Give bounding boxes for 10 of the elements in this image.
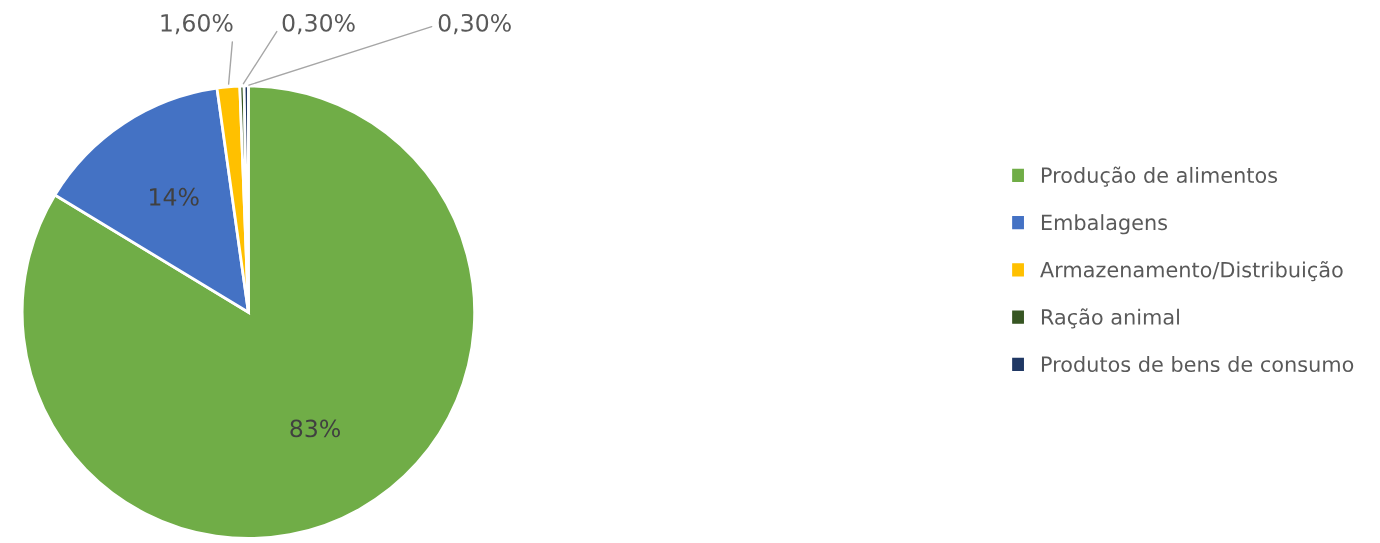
data-label: 0,30% (282, 13, 355, 35)
legend-label: Armazenamento/Distribuição (1040, 261, 1343, 282)
legend-label: Ração animal (1041, 308, 1179, 329)
data-label: 1,60% (161, 13, 233, 35)
data-label: 83% (290, 419, 340, 438)
data-label: 14% (150, 187, 199, 206)
legend-label: Produtos de bens de consumo (1041, 355, 1354, 373)
data-label: 0,30% (438, 13, 511, 35)
legend-label: Produção de alimentos (1041, 166, 1278, 187)
legend-label: Embalagens (1041, 214, 1168, 235)
